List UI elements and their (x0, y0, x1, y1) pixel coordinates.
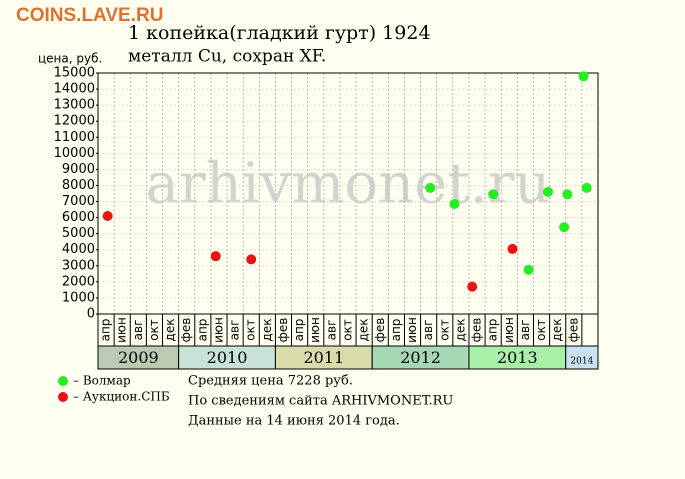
legend-marker (58, 376, 68, 386)
x-tick-label: авг (518, 320, 532, 341)
data-point (581, 182, 592, 193)
x-tick-label: окт (534, 319, 548, 341)
y-tick-label: 10000 (54, 146, 95, 161)
data-point (507, 243, 518, 254)
x-tick-label: июн (115, 317, 129, 343)
year-label: 2010 (207, 348, 248, 367)
chart-subtitle: металл Cu, сохран XF. (128, 47, 326, 67)
data-point (210, 251, 221, 262)
x-tick-label: фев (470, 318, 484, 343)
y-tick-label: 3000 (62, 258, 95, 273)
x-tick-label: авг (228, 320, 242, 341)
chart-title: 1 копейка(гладкий гурт) 1924 (128, 22, 431, 44)
year-label: 2009 (118, 348, 159, 367)
data-point (246, 254, 257, 265)
x-tick-label: фев (566, 318, 580, 343)
data-point (449, 198, 460, 209)
y-tick-label: 12000 (54, 114, 95, 129)
x-tick-label: окт (147, 319, 161, 341)
x-tick-label: дек (163, 319, 177, 342)
x-tick-label: апр (389, 319, 403, 342)
legend-label: – Аукцион.СПБ (73, 390, 170, 404)
x-tick-label: фев (373, 318, 387, 343)
watermark: arhivmonet.ru (146, 152, 551, 217)
x-tick-label: июн (308, 317, 322, 343)
y-tick-label: 5000 (62, 226, 95, 241)
year-label: 2014 (570, 357, 593, 367)
y-tick-label: 7000 (62, 194, 95, 209)
x-tick-label: фев (179, 318, 193, 343)
data-point (523, 264, 534, 275)
x-tick-label: авг (324, 320, 338, 341)
y-tick-label: 11000 (54, 130, 95, 145)
x-tick-label: апр (99, 319, 113, 342)
year-label: 2011 (303, 348, 344, 367)
y-tick-label: 8000 (62, 178, 95, 193)
y-tick-label: 6000 (62, 210, 95, 225)
x-tick-label: дек (453, 319, 467, 342)
month-frame (97, 313, 599, 347)
x-tick-label: апр (195, 319, 209, 342)
y-tick-label: 0 (87, 307, 95, 322)
x-tick-label: авг (131, 320, 145, 341)
y-tick-label: 2000 (62, 274, 95, 289)
y-tick-label: 9000 (62, 162, 95, 177)
x-tick-label: апр (486, 319, 500, 342)
site-watermark: COINS.LAVE.RU (16, 5, 163, 26)
x-tick-label: дек (260, 319, 274, 342)
y-tick-label: 14000 (54, 82, 95, 97)
data-point (488, 189, 499, 200)
data-point (562, 189, 573, 200)
year-label: 2013 (497, 348, 538, 367)
y-tick-label: 15000 (54, 66, 95, 81)
data-point (425, 182, 436, 193)
note: Средняя цена 7228 руб. (188, 374, 353, 389)
note: Данные на 14 июня 2014 года. (188, 414, 400, 429)
x-tick-label: окт (437, 319, 451, 341)
legend-label: – Волмар (73, 374, 131, 388)
data-point (543, 186, 553, 197)
data-point (559, 222, 570, 233)
year-label: 2012 (400, 348, 441, 367)
note: По сведениям сайта ARHIVMONET.RU (188, 394, 453, 409)
y-tick-label: 1000 (62, 290, 95, 305)
data-point (102, 210, 113, 221)
data-point (578, 71, 589, 82)
x-tick-label: фев (276, 318, 290, 343)
x-tick-label: июн (502, 317, 516, 343)
x-tick-label: апр (292, 319, 306, 342)
y-tick-label: 4000 (62, 242, 95, 257)
x-tick-label: окт (341, 319, 355, 341)
x-tick-label: дек (550, 319, 564, 342)
x-tick-label: июн (405, 317, 419, 343)
y-axis-label: цена, руб. (38, 52, 102, 66)
y-tick-label: 13000 (54, 98, 95, 113)
x-tick-label: дек (357, 319, 371, 342)
x-tick-label: окт (244, 319, 258, 341)
data-point (467, 281, 478, 292)
x-tick-label: авг (421, 320, 435, 341)
legend-marker (58, 392, 68, 402)
x-tick-label: июн (211, 317, 225, 343)
